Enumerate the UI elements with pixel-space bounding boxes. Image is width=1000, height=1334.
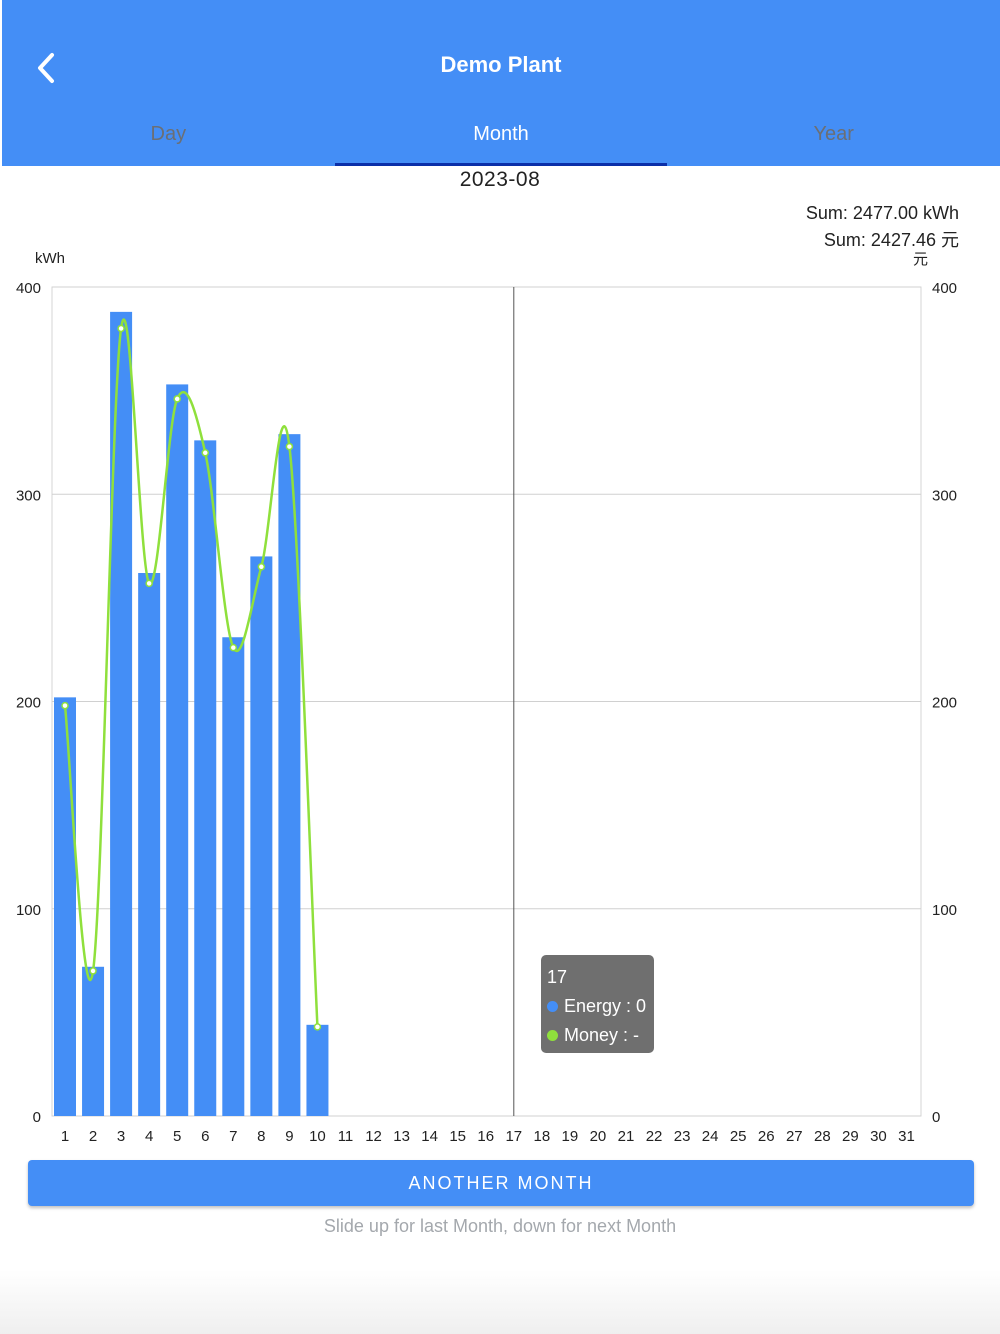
x-tick-label: 31 bbox=[898, 1128, 915, 1145]
y-tick-left: 0 bbox=[33, 1109, 41, 1126]
energy-bar bbox=[82, 966, 105, 1116]
energy-bar bbox=[194, 440, 217, 1116]
x-tick-label: 25 bbox=[730, 1128, 747, 1145]
energy-bar bbox=[138, 573, 161, 1116]
x-tick-label: 4 bbox=[145, 1128, 153, 1145]
x-tick-label: 16 bbox=[477, 1128, 494, 1145]
energy-bar bbox=[166, 384, 189, 1117]
another-month-button[interactable]: ANOTHER MONTH bbox=[28, 1160, 974, 1206]
tab-month[interactable]: Month bbox=[334, 108, 668, 166]
tooltip-money: Money : - bbox=[564, 1025, 640, 1045]
energy-legend-dot bbox=[547, 1001, 558, 1012]
x-tick-label: 2 bbox=[89, 1128, 97, 1145]
x-tick-label: 26 bbox=[758, 1128, 775, 1145]
money-sum: Sum: 2427.46 元 bbox=[823, 230, 959, 250]
y-tick-right: 300 bbox=[932, 487, 957, 504]
y-tick-right: 400 bbox=[932, 280, 957, 297]
money-point bbox=[89, 967, 97, 975]
money-point bbox=[117, 324, 125, 333]
x-tick-label: 5 bbox=[173, 1128, 181, 1145]
x-tick-label: 10 bbox=[309, 1128, 326, 1145]
y-tick-left: 200 bbox=[16, 695, 41, 712]
x-tick-label: 1 bbox=[61, 1128, 69, 1145]
energy-bar bbox=[222, 637, 245, 1116]
period-label[interactable]: 2023-08 bbox=[459, 168, 541, 191]
money-point bbox=[61, 701, 69, 710]
bottom-fade bbox=[0, 1270, 1000, 1334]
x-tick-label: 18 bbox=[534, 1128, 551, 1145]
x-tick-label: 28 bbox=[814, 1128, 831, 1145]
y-tick-right: 100 bbox=[932, 902, 957, 919]
x-tick-label: 11 bbox=[338, 1128, 354, 1145]
x-tick-label: 19 bbox=[562, 1128, 579, 1145]
money-point bbox=[201, 449, 209, 457]
app-header: Demo Plant Day Month Year bbox=[2, 0, 1000, 166]
right-axis-label: 元 bbox=[913, 250, 928, 268]
x-tick-label: 21 bbox=[618, 1128, 635, 1145]
chevron-left-icon bbox=[38, 53, 54, 83]
tab-year[interactable]: Year bbox=[813, 123, 854, 145]
chart-tooltip: 17 Energy : 0 Money : - bbox=[541, 955, 654, 1053]
period-tabs: Day Month Year bbox=[2, 108, 1000, 166]
energy-bar bbox=[250, 556, 273, 1116]
x-tick-label: 12 bbox=[365, 1128, 382, 1145]
energy-bar bbox=[278, 434, 301, 1116]
x-tick-label: 8 bbox=[257, 1128, 265, 1145]
x-tick-label: 20 bbox=[590, 1128, 607, 1145]
money-point bbox=[257, 563, 266, 571]
back-button[interactable] bbox=[24, 46, 68, 90]
y-tick-left: 100 bbox=[16, 902, 41, 919]
tooltip-energy: Energy : 0 bbox=[564, 996, 647, 1016]
x-tick-label: 13 bbox=[393, 1128, 410, 1145]
x-tick-label: 3 bbox=[117, 1128, 125, 1145]
x-tick-label: 29 bbox=[842, 1128, 859, 1145]
swipe-hint: Slide up for last Month, down for next M… bbox=[323, 1216, 677, 1236]
x-tick-label: 22 bbox=[646, 1128, 663, 1145]
y-tick-left: 400 bbox=[16, 280, 41, 297]
tab-day[interactable]: Day bbox=[150, 123, 187, 145]
x-tick-label: 15 bbox=[449, 1128, 466, 1145]
money-point bbox=[285, 442, 294, 451]
x-tick-label: 14 bbox=[421, 1128, 438, 1145]
y-tick-left: 300 bbox=[16, 487, 41, 504]
x-tick-label: 30 bbox=[870, 1128, 887, 1145]
energy-bar bbox=[110, 311, 133, 1116]
money-legend-dot bbox=[547, 1030, 558, 1041]
x-tick-label: 23 bbox=[674, 1128, 691, 1145]
x-tick-label: 6 bbox=[201, 1128, 209, 1145]
money-point bbox=[313, 1023, 322, 1031]
page-title: Demo Plant bbox=[440, 52, 562, 77]
energy-bar bbox=[306, 1024, 329, 1116]
tooltip-money-row: Money : - bbox=[547, 1021, 648, 1050]
x-tick-label: 17 bbox=[505, 1128, 522, 1145]
y-tick-right: 0 bbox=[932, 1109, 940, 1126]
tooltip-energy-row: Energy : 0 bbox=[547, 992, 648, 1021]
energy-sum: Sum: 2477.00 kWh bbox=[805, 203, 959, 223]
x-tick-label: 9 bbox=[285, 1128, 293, 1145]
energy-bar bbox=[54, 697, 76, 1116]
money-point bbox=[229, 643, 238, 652]
x-tick-label: 24 bbox=[702, 1128, 719, 1145]
x-tick-label: 27 bbox=[786, 1128, 803, 1145]
left-axis-label: kWh bbox=[35, 250, 65, 267]
x-tick-label: 7 bbox=[229, 1128, 237, 1145]
money-point bbox=[173, 395, 181, 403]
tooltip-title: 17 bbox=[547, 967, 568, 987]
money-point bbox=[145, 579, 153, 588]
y-tick-right: 200 bbox=[932, 695, 957, 712]
